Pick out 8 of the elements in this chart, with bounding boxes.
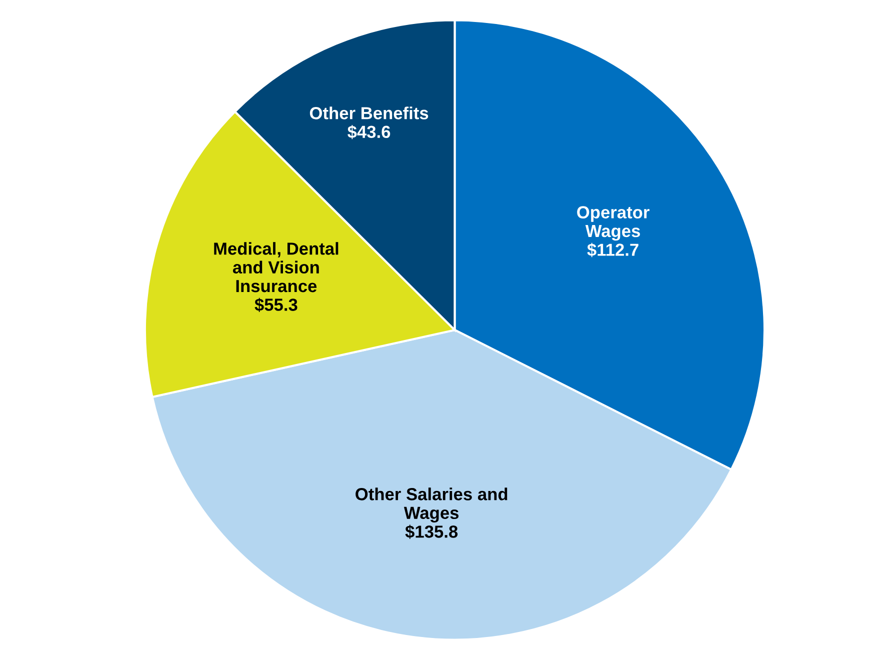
- data-label: $135.8: [405, 524, 458, 539]
- slice-label: Operator Wages: [577, 206, 650, 241]
- data-label: $55.3: [254, 298, 298, 312]
- slice-label: Other Benefits: [310, 106, 428, 120]
- data-label: $112.7: [587, 242, 638, 258]
- data-label: $43.6: [348, 124, 390, 140]
- slice-label: Medical, Dental and Vision Insurance: [214, 242, 338, 292]
- slice-label: Other Salaries and Wages: [356, 488, 508, 523]
